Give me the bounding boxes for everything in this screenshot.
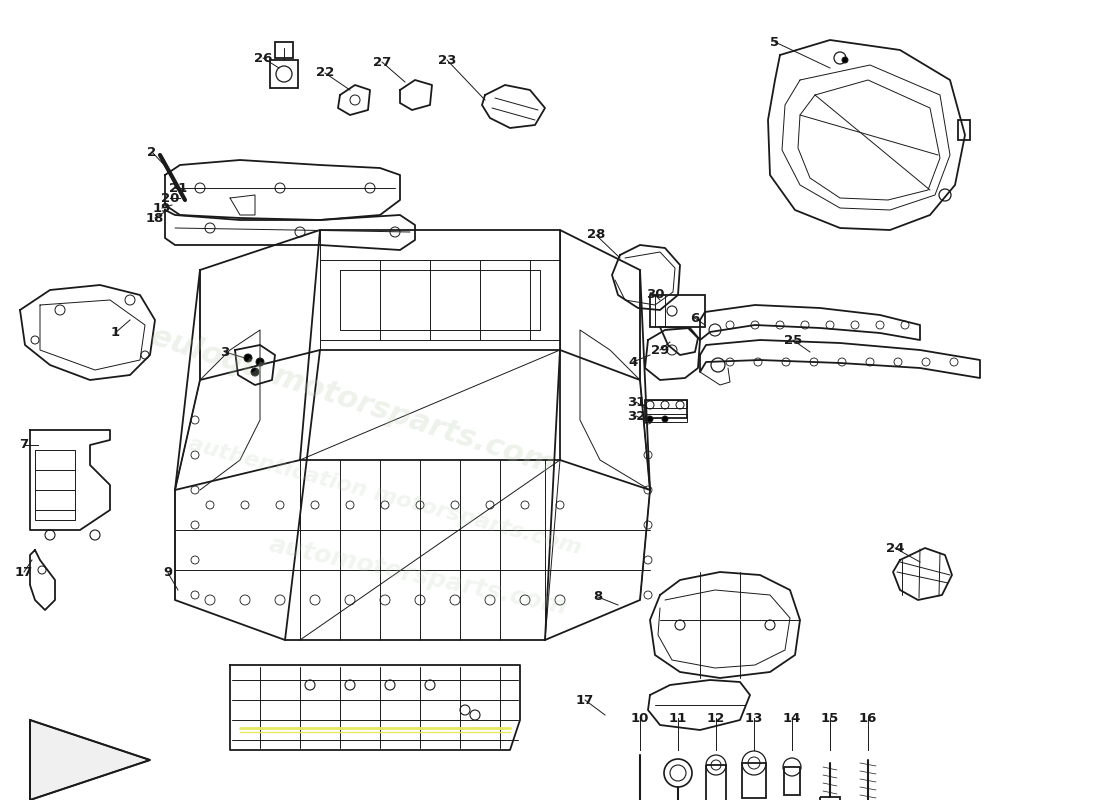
Text: 12: 12 xyxy=(707,711,725,725)
Text: 27: 27 xyxy=(373,55,392,69)
Circle shape xyxy=(244,354,252,362)
Text: 15: 15 xyxy=(821,711,839,725)
Text: 23: 23 xyxy=(438,54,456,66)
Text: 14: 14 xyxy=(783,711,801,725)
Text: 7: 7 xyxy=(20,438,29,451)
Text: 1: 1 xyxy=(110,326,120,339)
Text: 11: 11 xyxy=(669,711,688,725)
Text: 8: 8 xyxy=(593,590,603,603)
Text: 13: 13 xyxy=(745,711,763,725)
Text: 3: 3 xyxy=(220,346,230,358)
Text: authentication motorsparts.com: authentication motorsparts.com xyxy=(186,434,584,558)
Circle shape xyxy=(842,57,848,63)
Text: 24: 24 xyxy=(886,542,904,554)
Text: 10: 10 xyxy=(630,711,649,725)
Text: 29: 29 xyxy=(651,343,669,357)
Text: 19: 19 xyxy=(153,202,172,214)
Text: 26: 26 xyxy=(254,51,272,65)
Text: 32: 32 xyxy=(627,410,646,422)
Text: 2: 2 xyxy=(147,146,156,158)
Text: 31: 31 xyxy=(627,395,646,409)
Text: automotorsparts.com: automotorsparts.com xyxy=(266,533,570,619)
Circle shape xyxy=(256,358,264,366)
Text: 21: 21 xyxy=(169,182,187,194)
Text: 20: 20 xyxy=(161,191,179,205)
Text: 30: 30 xyxy=(646,289,664,302)
Text: 9: 9 xyxy=(164,566,173,579)
Text: 5: 5 xyxy=(770,35,780,49)
Text: 18: 18 xyxy=(146,211,164,225)
Polygon shape xyxy=(30,720,150,800)
Text: 17: 17 xyxy=(576,694,594,706)
Text: 17: 17 xyxy=(15,566,33,578)
Text: 22: 22 xyxy=(316,66,334,79)
Circle shape xyxy=(251,368,258,376)
Text: 28: 28 xyxy=(586,229,605,242)
Circle shape xyxy=(662,416,668,422)
Text: euloqu motorsparts.com: euloqu motorsparts.com xyxy=(146,321,558,479)
Text: 16: 16 xyxy=(859,711,877,725)
Text: 6: 6 xyxy=(691,311,700,325)
Text: 4: 4 xyxy=(628,355,638,369)
Text: 25: 25 xyxy=(784,334,802,346)
Circle shape xyxy=(647,416,653,422)
